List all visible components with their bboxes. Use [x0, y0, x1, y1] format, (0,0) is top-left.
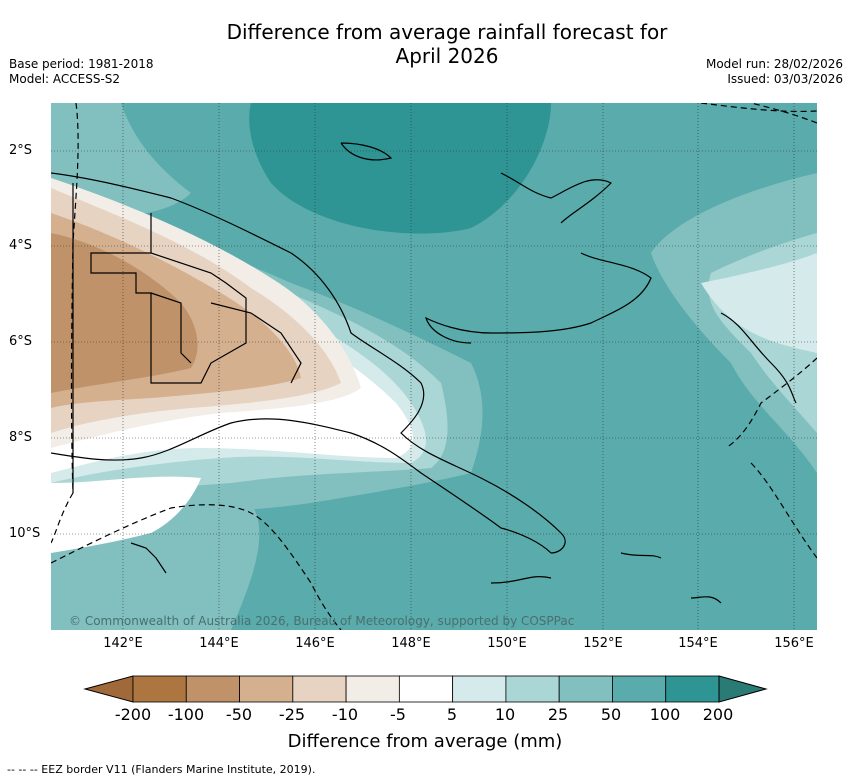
lat-tick: 4°S — [9, 238, 33, 253]
colorbar — [83, 675, 768, 703]
band-25-50-topleft — [51, 103, 191, 217]
band-neg-50-100 — [51, 233, 198, 393]
colorbar-label: -200 — [114, 705, 152, 724]
band-neutral-south — [51, 476, 201, 553]
lat-tick: 10°S — [9, 526, 41, 541]
colorbar-label: 5 — [446, 705, 458, 724]
lat-tick: 8°S — [9, 430, 33, 445]
colorbar-cells — [132, 675, 720, 703]
colorbar-label: -100 — [167, 705, 205, 724]
issued-date: Issued: 03/03/2026 — [727, 72, 843, 86]
colorbar-cell — [185, 675, 240, 703]
colorbar-extend-low — [83, 675, 134, 703]
meta-right: Model run: 28/02/2026 Issued: 03/03/2026 — [706, 57, 843, 87]
colorbar-label: -10 — [331, 705, 359, 724]
colorbar-title: Difference from average (mm) — [287, 731, 563, 752]
colorbar-label: -5 — [390, 705, 406, 724]
colorbar-label: 100 — [649, 705, 681, 724]
chart-title: Difference from average rainfall forecas… — [0, 20, 850, 68]
colorbar-cell — [452, 675, 507, 703]
lon-tick: 150°E — [487, 636, 527, 651]
lat-tick: 2°S — [9, 143, 33, 158]
eez-legend: -- -- -- EEZ border V11 (Flanders Marine… — [7, 763, 316, 776]
colorbar-cell — [558, 675, 613, 703]
title-line-2: April 2026 — [395, 44, 499, 68]
lon-tick: 154°E — [678, 636, 718, 651]
meta-left: Base period: 1981-2018 Model: ACCESS-S2 — [9, 57, 154, 87]
colorbar-cell — [345, 675, 400, 703]
lon-tick: 144°E — [199, 636, 239, 651]
map-svg — [51, 103, 817, 630]
colorbar-cell — [505, 675, 560, 703]
rainfall-map — [51, 103, 817, 630]
colorbar-extend-high — [718, 675, 768, 703]
lon-tick: 148°E — [391, 636, 431, 651]
colorbar-cell — [239, 675, 294, 703]
colorbar-label: 10 — [494, 705, 516, 724]
lon-tick: 152°E — [583, 636, 623, 651]
colorbar-label: 50 — [600, 705, 622, 724]
band-100-200 — [249, 103, 551, 234]
eez-borders — [51, 103, 817, 630]
lon-tick: 156°E — [774, 636, 814, 651]
colorbar-label: 25 — [547, 705, 569, 724]
colorbar-label: -50 — [225, 705, 253, 724]
model-name: Model: ACCESS-S2 — [9, 72, 121, 86]
lon-tick: 146°E — [295, 636, 335, 651]
colorbar-cell — [665, 675, 720, 703]
colorbar-label: 200 — [702, 705, 734, 724]
model-run: Model run: 28/02/2026 — [705, 57, 843, 71]
colorbar-label: -25 — [278, 705, 306, 724]
coastlines — [51, 142, 797, 604]
copyright-notice: © Commonwealth of Australia 2026, Bureau… — [69, 614, 575, 628]
colorbar-cell — [612, 675, 667, 703]
colorbar-cell — [132, 675, 187, 703]
colorbar-cell — [292, 675, 347, 703]
lat-tick: 6°S — [9, 334, 33, 349]
lon-tick: 142°E — [103, 636, 143, 651]
band-5-10-right — [701, 253, 817, 353]
base-period: Base period: 1981-2018 — [9, 57, 154, 71]
title-line-1: Difference from average rainfall forecas… — [226, 20, 668, 44]
colorbar-cell — [398, 675, 454, 703]
